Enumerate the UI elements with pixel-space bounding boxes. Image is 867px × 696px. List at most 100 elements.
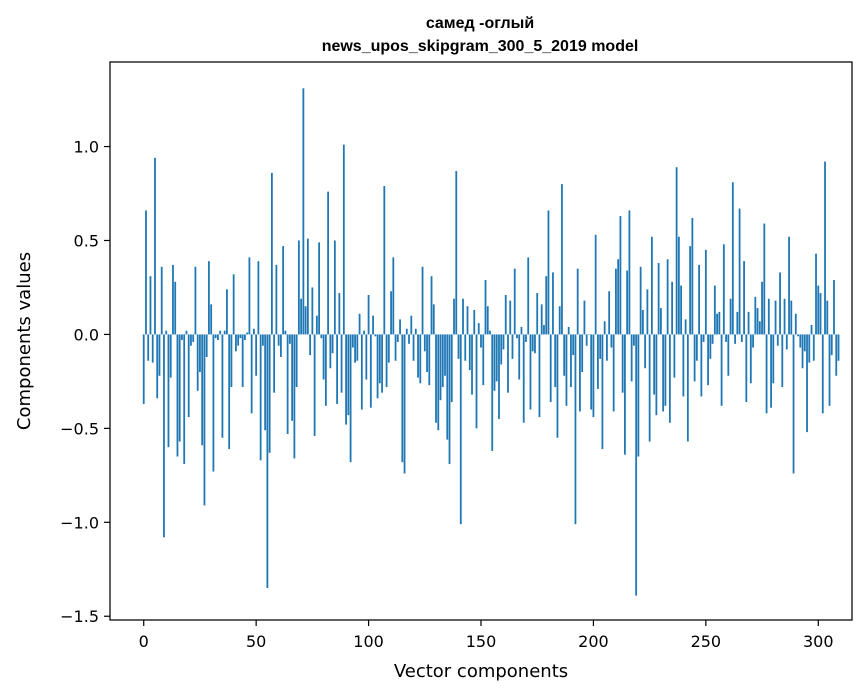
bar-component-293 <box>801 334 804 369</box>
y-tick-label: 0.0 <box>74 325 99 344</box>
bar-component-124 <box>421 266 424 335</box>
bar-component-201 <box>594 234 597 335</box>
bar-component-174 <box>534 334 536 354</box>
bar-component-282 <box>776 334 779 346</box>
bar-component-204 <box>601 334 604 450</box>
bar-component-73 <box>306 238 309 335</box>
plot-area-frame <box>109 61 853 621</box>
bar-component-182 <box>552 272 554 335</box>
bar-component-264 <box>736 311 739 335</box>
y-tick-label: 1.0 <box>74 138 99 157</box>
bar-component-213 <box>621 334 624 393</box>
bar-component-64 <box>286 334 289 434</box>
bar-component-263 <box>734 334 736 344</box>
bar-component-305 <box>828 334 831 406</box>
bar-component-75 <box>311 287 314 335</box>
bar-component-266 <box>740 334 743 342</box>
bar-component-142 <box>462 298 464 335</box>
bar-component-227 <box>653 334 656 395</box>
bar-component-240 <box>682 334 685 397</box>
bar-component-51 <box>257 261 260 335</box>
bar-component-256 <box>718 311 721 335</box>
bar-component-54 <box>264 334 267 431</box>
x-tick-label: 0 <box>139 632 149 651</box>
bar-component-94 <box>354 334 356 363</box>
bar-component-37 <box>226 289 228 335</box>
bar-component-278 <box>767 298 770 335</box>
bar-component-231 <box>662 334 665 412</box>
bar-component-18 <box>183 334 186 465</box>
bar-component-230 <box>659 308 662 335</box>
bar-component-168 <box>520 326 523 335</box>
chart-title-line2: news_upos_skipgram_300_5_2019 model <box>322 38 639 55</box>
bar-component-139 <box>455 170 458 335</box>
bar-component-226 <box>650 236 653 335</box>
x-tick-label: 50 <box>246 632 266 651</box>
bar-component-298 <box>812 334 815 361</box>
bar-component-102 <box>372 315 374 335</box>
bar-component-247 <box>698 264 700 335</box>
bar-component-134 <box>444 334 446 376</box>
bar-component-307 <box>833 279 835 335</box>
bar-component-208 <box>610 334 613 348</box>
bar-component-300 <box>817 285 820 335</box>
bar-component-0 <box>142 334 145 404</box>
bar-component-193 <box>576 268 579 335</box>
bar-component-63 <box>284 330 287 335</box>
bar-component-167 <box>518 334 521 380</box>
bar-component-175 <box>536 293 539 335</box>
bar-component-190 <box>570 334 572 388</box>
bar-component-76 <box>313 334 316 436</box>
bar-component-281 <box>774 300 777 335</box>
bar-component-144 <box>466 306 469 335</box>
bar-component-284 <box>781 334 784 388</box>
bar-component-152 <box>484 279 487 335</box>
bar-component-239 <box>680 285 683 335</box>
bar-component-273 <box>756 308 759 335</box>
bar-component-189 <box>567 326 570 335</box>
bar-series <box>142 88 840 596</box>
bar-component-303 <box>824 161 826 335</box>
bar-component-287 <box>788 236 790 335</box>
bar-component-147 <box>473 310 476 335</box>
bar-component-158 <box>498 334 500 419</box>
bar-component-292 <box>799 334 802 348</box>
bar-component-250 <box>704 249 707 335</box>
bar-component-304 <box>826 300 829 335</box>
bar-component-108 <box>385 334 388 388</box>
bar-component-119 <box>410 315 413 335</box>
bar-component-308 <box>835 334 838 376</box>
bar-component-97 <box>360 334 363 410</box>
bar-component-125 <box>423 334 426 352</box>
bar-component-170 <box>525 334 527 342</box>
bar-component-148 <box>475 334 478 429</box>
bar-component-122 <box>417 334 419 378</box>
bar-component-46 <box>246 332 249 335</box>
bar-component-212 <box>619 216 622 335</box>
bar-component-42 <box>237 334 240 346</box>
bar-component-68 <box>295 334 298 388</box>
bar-component-29 <box>208 261 210 335</box>
bar-component-172 <box>529 334 532 410</box>
bar-component-265 <box>738 208 741 335</box>
bar-component-299 <box>815 253 817 335</box>
bar-component-245 <box>693 334 696 382</box>
bar-component-67 <box>293 334 296 459</box>
bar-component-120 <box>412 334 415 361</box>
bar-component-55 <box>266 334 269 589</box>
bar-component-200 <box>592 334 595 418</box>
bar-component-60 <box>277 334 280 346</box>
bar-component-171 <box>527 257 530 335</box>
bar-component-217 <box>630 334 633 382</box>
bar-component-153 <box>486 306 489 335</box>
bar-component-248 <box>700 334 703 397</box>
bar-component-136 <box>448 334 451 465</box>
bar-component-258 <box>722 244 725 335</box>
bar-component-209 <box>612 334 615 412</box>
bar-component-140 <box>457 334 460 359</box>
bar-component-105 <box>378 334 381 384</box>
bar-component-149 <box>477 323 480 335</box>
bar-component-13 <box>172 264 174 335</box>
y-tick-label: −1.0 <box>60 513 99 532</box>
bar-component-20 <box>187 334 190 418</box>
